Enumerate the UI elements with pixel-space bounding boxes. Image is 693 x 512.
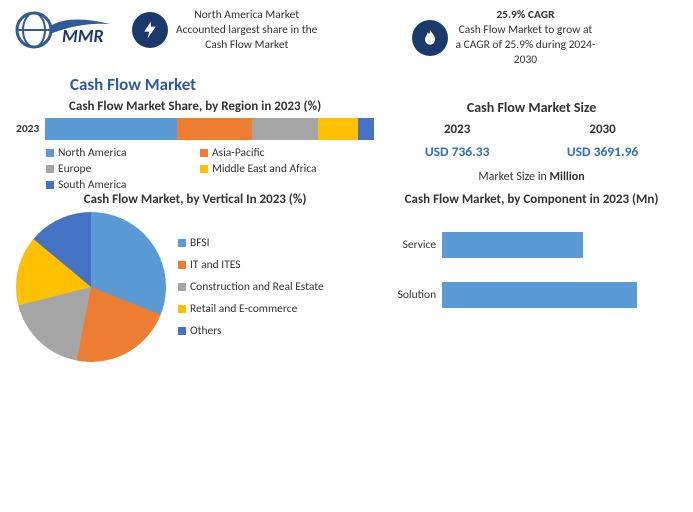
- svg-text:MMR: MMR: [62, 25, 104, 47]
- pie-legend-item: BFSI: [178, 236, 324, 250]
- component-chart-panel: Cash Flow Market, by Component in 2023 (…: [380, 192, 683, 362]
- pie-chart-title: Cash Flow Market, by Vertical In 2023 (%…: [16, 192, 374, 208]
- market-size-panel: Cash Flow Market Size 2023 USD 736.33 20…: [380, 99, 683, 193]
- pie-legend-item: Others: [178, 324, 324, 338]
- hbar-row: Service: [386, 232, 669, 258]
- region-seg-1: [177, 118, 253, 140]
- ms-year-1: 2030: [567, 122, 638, 137]
- pie-legend-item: Construction and Real Estate: [178, 280, 324, 294]
- hbar-row: Solution: [386, 282, 669, 308]
- mmr-logo: MMR: [12, 8, 122, 56]
- highlight2-bold: 25.9% CAGR: [456, 8, 596, 23]
- region-chart-panel: Cash Flow Market Share, by Region in 202…: [10, 99, 380, 193]
- flame-icon: [412, 20, 448, 56]
- pie-chart: [16, 212, 166, 362]
- region-legend-item: North America: [46, 146, 186, 160]
- region-seg-3: [318, 118, 357, 140]
- header-highlight-1: North America Market Accounted largest s…: [132, 8, 402, 53]
- highlight1-line1: North America Market: [176, 8, 317, 23]
- region-stacked-bar: [45, 118, 374, 140]
- region-legend-item: Asia-Pacific: [200, 146, 340, 160]
- highlight2-line1: Cash Flow Market to grow at: [456, 23, 596, 38]
- region-seg-4: [358, 118, 374, 140]
- pie-chart-panel: Cash Flow Market, by Vertical In 2023 (%…: [10, 192, 380, 362]
- highlight1-line2: Accounted largest share in the: [176, 23, 317, 38]
- region-legend: North America Asia-Pacific Europe Middle Ea…: [16, 146, 374, 192]
- bolt-icon: [132, 12, 168, 48]
- region-legend-item: Middle East and Africa: [200, 162, 340, 176]
- region-legend-item: South America: [46, 178, 186, 192]
- pie-legend: BFSI IT and ITES Construction and Real Est…: [178, 236, 324, 338]
- region-year-label: 2023: [16, 122, 39, 136]
- pie-legend-item: Retail and E-commerce: [178, 302, 324, 316]
- header-highlight-2: 25.9% CAGR Cash Flow Market to grow at a…: [412, 8, 682, 68]
- component-chart-title: Cash Flow Market, by Component in 2023 (…: [386, 192, 677, 208]
- highlight2-line3: 2030: [456, 53, 596, 68]
- pie-legend-item: IT and ITES: [178, 258, 324, 272]
- ms-val-1: USD 3691.96: [567, 143, 638, 160]
- region-legend-item: Europe: [46, 162, 186, 176]
- highlight2-line2: a CAGR of 25.9% during 2024-: [456, 38, 596, 53]
- highlight1-line3: Cash Flow Market: [176, 38, 317, 53]
- market-size-title: Cash Flow Market Size: [386, 99, 677, 116]
- region-seg-2: [252, 118, 318, 140]
- ms-year-0: 2023: [425, 122, 490, 137]
- component-hbar: Service Solution: [386, 212, 677, 308]
- header: MMR North America Market Accounted large…: [0, 0, 693, 72]
- region-seg-0: [45, 118, 177, 140]
- ms-note: Market Size in Million: [386, 170, 677, 184]
- ms-val-0: USD 736.33: [425, 143, 490, 160]
- main-title: Cash Flow Market: [0, 72, 693, 99]
- region-chart-title: Cash Flow Market Share, by Region in 202…: [16, 99, 374, 115]
